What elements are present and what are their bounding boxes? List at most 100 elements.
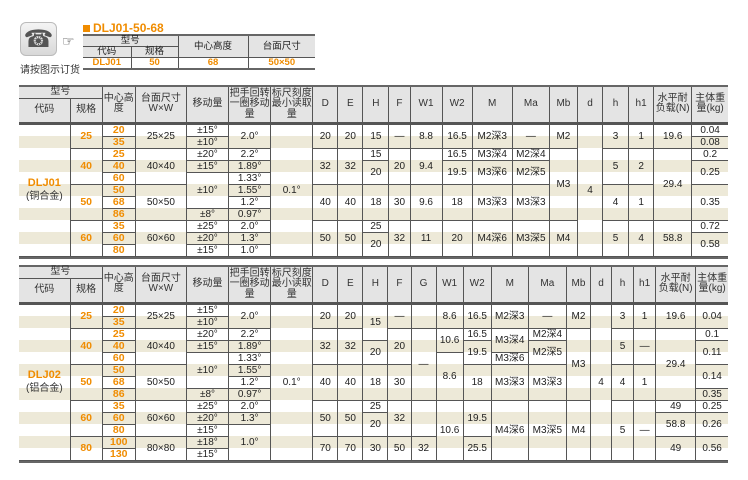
hdr-F-text: F: [396, 278, 403, 289]
cell-weight-value: 0.1: [705, 328, 720, 340]
cell-W1-value: 10.6: [439, 334, 460, 346]
cell-move-value: ±15°: [197, 304, 218, 316]
cell-H: 25: [362, 219, 390, 233]
cell-D: 32: [312, 147, 339, 185]
cell-W1-value: 10.6: [439, 424, 460, 436]
cell-Ma: M2深5: [511, 159, 550, 185]
cell-F: —: [388, 123, 411, 149]
cell-W2-value: 16.5: [447, 130, 467, 142]
cell-W2: 16.5: [441, 123, 473, 149]
hdr-Mb: Mb: [565, 265, 591, 303]
order-hint-text: 请按图示订货: [20, 65, 80, 76]
cell-W1: 8.6: [435, 351, 464, 401]
cell-h-value: 4: [619, 376, 626, 388]
cell-Ma: —: [511, 123, 550, 149]
cell-weight-value: 0.26: [702, 418, 722, 430]
cell-F: 32: [387, 399, 412, 437]
cell-M-value: M3深4: [477, 148, 507, 160]
table-row: DLJ01 (铜合金) 25 20 25×25 ±15° 2.0° 0.1° 20 20 15—8.…: [19, 123, 728, 257]
cell-G: —: [410, 327, 437, 401]
hdr-table: 台面尺寸: [247, 34, 316, 58]
cell-h-value: 3: [612, 130, 619, 142]
cell-turn: 1.55°: [228, 363, 272, 377]
data-table: DLJ01 (铜合金) 25 20 25×25 ±15° 2.0° 0.1° 20 20 15—8.…: [19, 123, 728, 257]
cell-move-value: ±15°: [197, 448, 218, 460]
cell-turn: 2.0°: [228, 399, 272, 413]
cell-weight-value: 0.35: [702, 388, 722, 400]
cell-h: 5: [611, 327, 635, 365]
cell-turn: 1.89°: [228, 159, 272, 173]
cell-weight: 0.35: [695, 387, 728, 401]
spec-table-dlj01: 型号 中心高度 台面尺寸 W×W 移动量 把手回转一圈移动量 标尺刻度最小读取量 D E H F W…: [19, 85, 728, 259]
cell-turn: 1.33°: [228, 351, 272, 365]
cell-W1: 9.6: [409, 183, 443, 221]
hdr-h1-text: h1: [639, 278, 651, 289]
table-row: 60 ±20° 1.3° 20 58.8 0.26: [19, 411, 728, 437]
hdr-D-text: D: [321, 98, 329, 109]
order-hint: ☎ 请按图示订货: [20, 22, 80, 76]
cell-turn: 0.97°: [228, 207, 271, 221]
cell-E: 32: [337, 147, 364, 185]
cell-M: M4深6: [490, 399, 529, 461]
cell-ch: 25: [101, 147, 136, 161]
hdr-turn-text: 把手回转一圈移动量: [229, 267, 270, 300]
cell-h1-value: —: [639, 424, 650, 436]
hdr-h1: h1: [628, 85, 655, 123]
hdr-H-text: H: [372, 98, 380, 109]
cell-W2-value: 16.5: [447, 148, 467, 160]
table-row: 80 100 80×80 ±18° 70 70 30 50 32 25.5 49 0.56: [19, 435, 728, 461]
cell-H: 20: [362, 411, 389, 437]
cell-W2-value: 20: [451, 232, 463, 244]
cell-scale: 0.1°: [270, 303, 314, 461]
cell-H: 20: [362, 339, 389, 365]
cell-F-value: 20: [393, 340, 406, 352]
cell-Ma-value: M3深3: [532, 376, 563, 388]
cell-H-value: 20: [370, 166, 382, 178]
cell-size-value: 50: [80, 375, 93, 388]
cell-D-value: 40: [319, 376, 331, 388]
cell-size: 25: [69, 123, 103, 149]
cell-E-value: 70: [344, 442, 356, 454]
cell-M-value: M2深3: [477, 130, 507, 142]
table-row: 60 35 60×60 ±25° 2.0° 50 50 25 32 11 20 M4深6 M3深5 M4 5…: [19, 219, 728, 257]
cell-turn: 2.0°: [228, 303, 272, 329]
cell-move-value: ±20°: [197, 232, 218, 244]
cell-F-value: 50: [393, 442, 406, 454]
cell-E: 32: [337, 327, 364, 365]
cell-tbl-value: 40×40: [146, 340, 175, 352]
cell-load-value: 29.4: [662, 178, 683, 190]
cell-Ma: M2深5: [527, 339, 567, 365]
hdr-center-text: 中心高度: [103, 92, 134, 115]
hdr-scale: 标尺刻度最小读取量: [270, 85, 314, 123]
example-title-text: DLJ01-50-68: [93, 21, 164, 35]
cell-size: 50: [70, 183, 103, 221]
cell-H-value: 18: [370, 196, 382, 208]
cell-h1: 1: [633, 363, 657, 401]
cell-turn-value: 1.55°: [237, 184, 262, 196]
cell-turn-value: 1.2°: [240, 376, 259, 388]
cell-F: 50: [387, 435, 412, 461]
cell-h-value: 5: [612, 232, 619, 244]
cell-move: ±10°: [185, 315, 229, 329]
hdr-weight-text: 主体重量(kg): [695, 92, 726, 115]
cell-E-value: 50: [344, 232, 356, 244]
cell-F-value: —: [394, 310, 405, 322]
hdr-M: M: [471, 85, 513, 123]
cell-Mb: M3: [565, 327, 591, 401]
cell-load: 29.4: [655, 327, 697, 401]
hdr-Ma: Ma: [511, 85, 550, 123]
cell-size-value: 40: [80, 339, 93, 352]
hdr-size: 规格: [130, 46, 179, 58]
cell-M: M3深3: [490, 363, 529, 401]
cell-move: ±25°: [185, 399, 230, 413]
cell-move: ±15°: [185, 339, 230, 353]
cell-D-value: 20: [319, 310, 331, 322]
cell-move: ±10°: [185, 171, 230, 209]
cell-size-value: 25: [80, 129, 93, 142]
cell-weight-value: 0.11: [702, 346, 722, 358]
cell-turn: 1.55°: [228, 183, 272, 197]
example-size: 50: [130, 57, 179, 70]
cell-G-value: —: [418, 358, 429, 370]
cell-D-value: 50: [319, 232, 331, 244]
cell-H-value: 15: [370, 130, 382, 142]
